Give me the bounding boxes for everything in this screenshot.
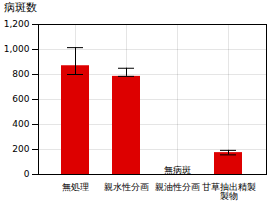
svg-text:無処理: 無処理 [62,182,89,192]
svg-text:800: 800 [12,69,29,79]
svg-text:0: 0 [24,169,30,179]
svg-text:親水性分画: 親水性分画 [104,182,149,192]
svg-text:1,200: 1,200 [4,19,30,29]
html-text:病斑数: 病斑数 [4,1,37,14]
svg-text:600: 600 [12,94,29,104]
svg-text:1,000: 1,000 [4,44,30,54]
svg-text:400: 400 [12,119,29,129]
svg-text:親油性分画: 親油性分画 [155,182,200,192]
svg-text:200: 200 [12,144,29,154]
svg-text:無病斑: 無病斑 [164,165,191,175]
svg-text:甘草抽出精製製物: 甘草抽出精製製物 [202,182,256,201]
